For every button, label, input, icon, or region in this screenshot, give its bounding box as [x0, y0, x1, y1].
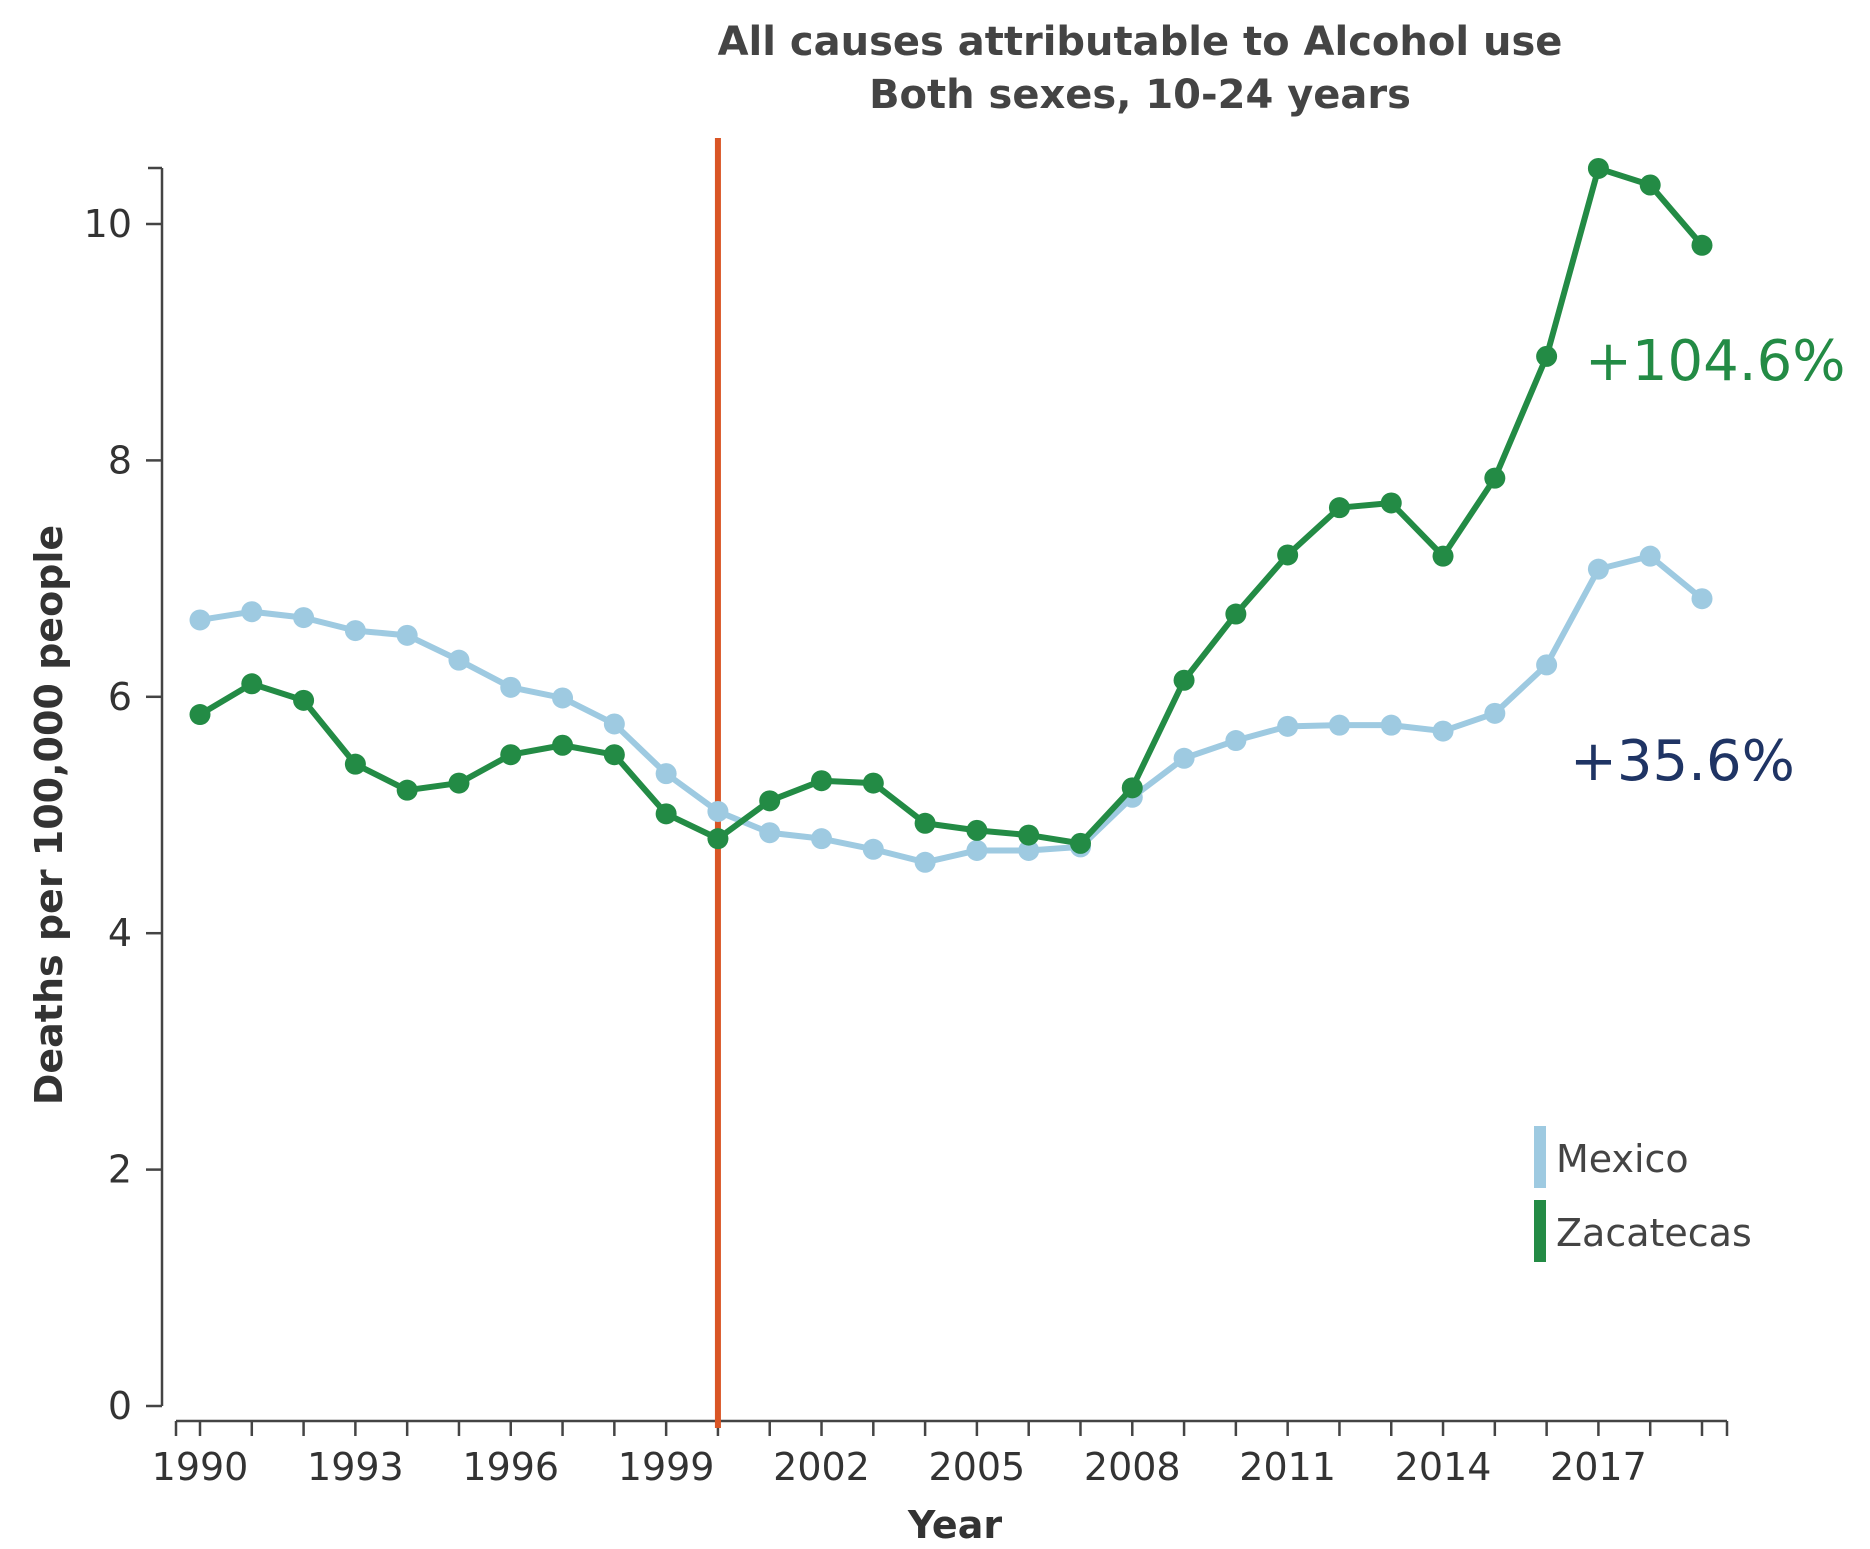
point-zacatecas-1995: [448, 772, 470, 794]
point-zacatecas-2014: [1432, 545, 1454, 567]
point-zacatecas-2010: [1225, 603, 1247, 625]
x-tick-label-1993: 1993: [307, 1445, 404, 1489]
y-tick-label-2: 2: [108, 1148, 132, 1192]
point-zacatecas-2002: [811, 770, 833, 792]
point-mexico-2004: [914, 851, 936, 873]
point-zacatecas-1997: [552, 734, 574, 756]
point-mexico-1992: [293, 607, 315, 629]
point-mexico-1990: [189, 609, 211, 631]
point-zacatecas-2003: [862, 772, 884, 794]
point-zacatecas-2015: [1484, 467, 1506, 489]
point-mexico-2001: [759, 822, 781, 844]
point-zacatecas-2016: [1536, 345, 1558, 367]
point-zacatecas-2001: [759, 790, 781, 812]
y-tick-label-8: 8: [108, 438, 132, 482]
point-mexico-1999: [655, 763, 677, 785]
y-tick-label-0: 0: [108, 1384, 132, 1428]
x-tick-label-2008: 2008: [1084, 1445, 1181, 1489]
point-mexico-2010: [1225, 730, 1247, 752]
point-mexico-1991: [241, 601, 263, 623]
x-tick-label-2005: 2005: [929, 1445, 1026, 1489]
series-line-zacatecas: [198, 165, 1705, 847]
x-tick-label-2002: 2002: [773, 1445, 870, 1489]
chart-subtitle: Both sexes, 10-24 years: [869, 72, 1411, 118]
point-mexico-2013: [1380, 714, 1402, 736]
y-tick-label-6: 6: [108, 675, 132, 719]
point-mexico-2009: [1173, 747, 1195, 769]
point-zacatecas-2006: [1018, 824, 1040, 846]
point-mexico-2014: [1432, 720, 1454, 742]
point-zacatecas-2012: [1328, 497, 1350, 519]
x-tick-label-1996: 1996: [462, 1445, 559, 1489]
annotation-zacatecas-change: +104.6%: [1585, 329, 1845, 394]
point-zacatecas-2019: [1691, 234, 1713, 256]
point-zacatecas-2004: [914, 812, 936, 834]
series-layer: [189, 157, 1713, 873]
series-zacatecas: [189, 157, 1713, 854]
x-tick-label-2011: 2011: [1239, 1445, 1336, 1489]
y-tick-label-4: 4: [108, 911, 132, 955]
point-mexico-2017: [1587, 558, 1609, 580]
point-zacatecas-2000: [707, 828, 729, 850]
point-mexico-2002: [811, 828, 833, 850]
point-mexico-1995: [448, 649, 470, 671]
point-mexico-1997: [552, 687, 574, 709]
point-zacatecas-1990: [189, 704, 211, 726]
legend-label-mexico: Mexico: [1556, 1137, 1689, 1181]
x-tick-label-1990: 1990: [152, 1445, 249, 1489]
point-mexico-2019: [1691, 588, 1713, 610]
point-zacatecas-1996: [500, 744, 522, 766]
point-zacatecas-2008: [1121, 777, 1143, 799]
point-mexico-2012: [1328, 714, 1350, 736]
point-zacatecas-2007: [1069, 832, 1091, 854]
legend-swatch-mexico: [1534, 1126, 1546, 1188]
point-zacatecas-2009: [1173, 669, 1195, 691]
legend-swatch-zacatecas: [1534, 1200, 1546, 1262]
point-mexico-1994: [396, 624, 418, 646]
point-zacatecas-1991: [241, 673, 263, 695]
point-zacatecas-1999: [655, 803, 677, 825]
point-mexico-1996: [500, 676, 522, 698]
point-zacatecas-1994: [396, 779, 418, 801]
legend-label-zacatecas: Zacatecas: [1556, 1211, 1752, 1255]
point-mexico-2016: [1536, 654, 1558, 676]
series-line-mexico: [199, 553, 1704, 866]
y-axis: 0 2 4 6 8 10: [84, 166, 164, 1428]
point-mexico-2000: [707, 800, 729, 822]
point-zacatecas-2013: [1380, 492, 1402, 514]
point-zacatecas-2018: [1639, 174, 1661, 196]
x-tick-label-2017: 2017: [1550, 1445, 1647, 1489]
point-mexico-2011: [1277, 715, 1299, 737]
point-mexico-2003: [862, 838, 884, 860]
x-tick-label-2014: 2014: [1395, 1445, 1492, 1489]
y-axis-title: Deaths per 100,000 people: [27, 525, 71, 1105]
point-mexico-2015: [1484, 702, 1506, 724]
x-axis-title: Year: [907, 1503, 1002, 1547]
annotation-mexico-change: +35.6%: [1570, 729, 1795, 794]
point-zacatecas-2011: [1277, 544, 1299, 566]
chart-title: All causes attributable to Alcohol use: [718, 19, 1563, 65]
x-axis: 1990 1993 1996 1999 2002 2005 2008 2011 2014 2017: [152, 1419, 1729, 1489]
point-mexico-2005: [966, 839, 988, 861]
point-zacatecas-2005: [966, 819, 988, 841]
x-tick-label-1999: 1999: [618, 1445, 715, 1489]
series-mexico: [189, 545, 1713, 873]
legend: Mexico Zacatecas: [1534, 1126, 1752, 1262]
point-mexico-1993: [344, 620, 366, 642]
point-mexico-2006: [1018, 839, 1040, 861]
point-zacatecas-1993: [344, 753, 366, 775]
point-zacatecas-1998: [603, 744, 625, 766]
y-tick-label-10: 10: [84, 202, 132, 246]
point-zacatecas-1992: [293, 689, 315, 711]
point-zacatecas-2017: [1587, 157, 1609, 179]
point-mexico-2018: [1639, 545, 1661, 567]
point-mexico-1998: [603, 713, 625, 735]
